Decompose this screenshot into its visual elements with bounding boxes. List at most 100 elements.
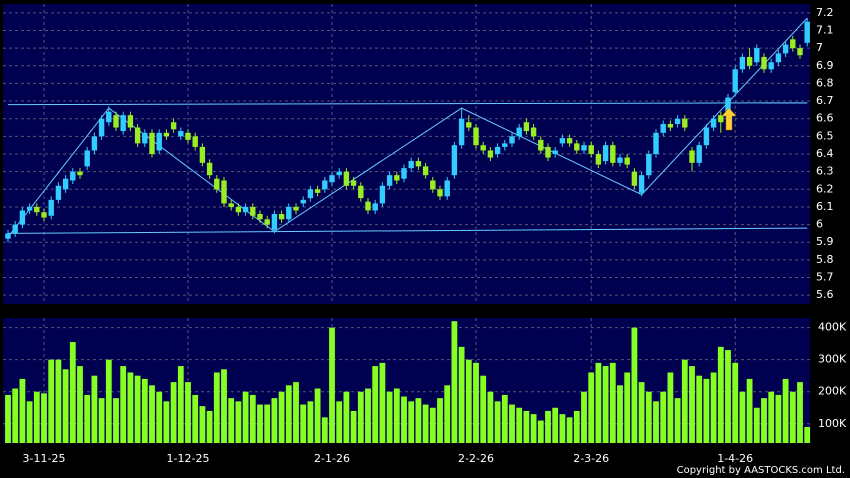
candle-body xyxy=(206,162,213,176)
candle-body xyxy=(142,132,148,144)
volume-bar xyxy=(221,369,227,443)
volume-bar xyxy=(285,385,292,443)
candle-body xyxy=(350,180,357,186)
candle-body xyxy=(336,171,342,176)
candle-body xyxy=(480,145,486,151)
candle-body xyxy=(602,145,609,162)
y-tick-label: 6.9 xyxy=(816,59,834,72)
volume-bar xyxy=(69,342,76,443)
volume-bar xyxy=(264,404,271,443)
candle-body xyxy=(250,206,256,216)
volume-bar xyxy=(602,366,609,443)
volume-bar xyxy=(408,401,415,443)
y-tick-label: 5.6 xyxy=(816,288,834,301)
x-tick-label: 1-12-25 xyxy=(167,452,210,465)
candle-body xyxy=(660,124,666,133)
candle-body xyxy=(804,21,810,43)
volume-bar xyxy=(509,404,515,443)
volume-bar xyxy=(501,394,508,443)
candle-body xyxy=(516,127,522,137)
candle-body xyxy=(48,199,54,216)
volume-bar xyxy=(199,406,206,443)
candle-body xyxy=(631,171,638,186)
volume-bar xyxy=(617,385,623,443)
volume-bar xyxy=(444,385,451,443)
candle-body xyxy=(235,206,242,213)
volume-bar xyxy=(192,394,199,443)
volume-bar xyxy=(84,394,91,443)
y-tick-label: 6 xyxy=(816,218,823,231)
candle-body xyxy=(509,136,515,144)
volume-bar xyxy=(98,398,105,443)
volume-bar xyxy=(667,372,674,443)
candle-body xyxy=(257,214,263,220)
candle-body xyxy=(530,127,537,137)
candle-body xyxy=(199,146,206,163)
candle-body xyxy=(473,127,479,146)
candle-body xyxy=(718,115,724,123)
volume-bar xyxy=(5,394,11,443)
candle-body xyxy=(451,145,458,176)
volume-bar xyxy=(62,369,69,443)
volume-bar xyxy=(674,398,681,443)
volume-bar xyxy=(379,362,386,443)
volume-bar xyxy=(422,404,429,443)
candle-body xyxy=(552,150,558,154)
candle-body xyxy=(595,154,602,165)
candle-body xyxy=(214,178,220,190)
volume-bar xyxy=(473,362,479,443)
candle-body xyxy=(581,145,587,151)
candle-body xyxy=(667,124,674,128)
candle-body xyxy=(754,48,760,63)
candle-body xyxy=(19,210,26,225)
volume-bar xyxy=(429,407,436,443)
candle-body xyxy=(34,206,40,213)
candle-body xyxy=(725,97,731,116)
volume-bar xyxy=(761,398,767,443)
x-tick-label: 2-1-26 xyxy=(314,452,350,465)
candle-body xyxy=(775,53,782,63)
volume-bar xyxy=(689,366,695,443)
y-tick-label: 300K xyxy=(818,353,847,366)
y-tick-label: 6.5 xyxy=(816,129,834,142)
candle-body xyxy=(12,224,18,234)
volume-bar xyxy=(48,359,55,443)
volume-bar xyxy=(458,346,465,443)
volume-bar xyxy=(271,398,278,443)
volume-bar xyxy=(523,410,530,443)
volume-bar xyxy=(163,401,170,443)
candle-body xyxy=(221,180,227,204)
volume-bar xyxy=(12,388,19,443)
candle-body xyxy=(192,136,198,147)
candle-body xyxy=(358,185,364,199)
y-tick-label: 7 xyxy=(816,41,823,54)
volume-bar xyxy=(26,401,33,443)
volume-bar xyxy=(343,391,350,443)
volume-bar xyxy=(415,398,422,443)
candle-body xyxy=(466,122,472,128)
volume-bar xyxy=(660,391,667,443)
candle-body xyxy=(444,180,450,197)
candle-body xyxy=(156,132,162,151)
candle-body xyxy=(682,118,688,128)
volume-bar xyxy=(235,401,242,443)
candle-body xyxy=(610,145,616,163)
volume-bar xyxy=(631,327,638,443)
volume-bar xyxy=(134,375,141,443)
candle-body xyxy=(26,206,33,211)
trend-line xyxy=(7,102,808,106)
copyright: Copyright by AASTOCKS.com Ltd. xyxy=(677,465,845,476)
candle-body xyxy=(624,157,630,165)
volume-bar xyxy=(213,372,220,443)
y-tick-label: 6.1 xyxy=(816,200,834,213)
volume-bar xyxy=(278,391,285,443)
candle-body xyxy=(286,206,292,220)
volume-bar xyxy=(329,327,335,443)
candle-body xyxy=(401,168,407,179)
volume-bar xyxy=(739,391,746,443)
volume-bar xyxy=(588,372,595,443)
candle-body xyxy=(653,132,659,154)
candle-body xyxy=(372,203,378,211)
candle-body xyxy=(710,118,717,128)
trend-line xyxy=(7,17,808,238)
